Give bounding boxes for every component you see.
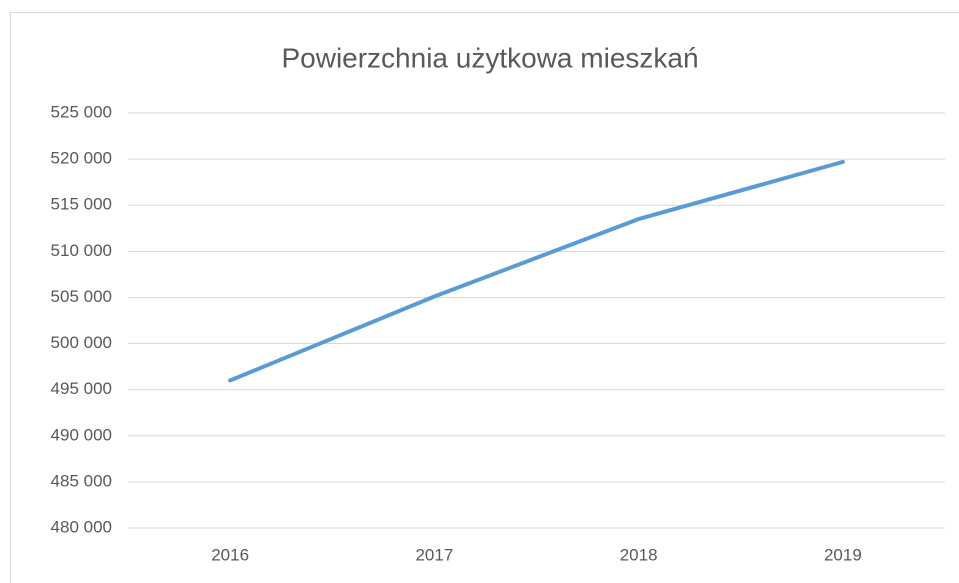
y-tick-label: 490 000 xyxy=(51,425,112,444)
y-tick-label: 505 000 xyxy=(51,287,112,306)
y-tick-label: 525 000 xyxy=(51,102,112,121)
chart-title: Powierzchnia użytkowa mieszkań xyxy=(281,42,698,73)
y-tick-label: 500 000 xyxy=(51,333,112,352)
y-tick-label: 515 000 xyxy=(51,195,112,214)
y-tick-label: 510 000 xyxy=(51,241,112,260)
y-tick-label: 480 000 xyxy=(51,517,112,536)
x-tick-label: 2016 xyxy=(211,545,249,564)
data-line xyxy=(228,159,845,383)
y-tick-label: 485 000 xyxy=(51,471,112,490)
y-tick-label: 520 000 xyxy=(51,149,112,168)
x-tick-label: 2019 xyxy=(824,545,862,564)
x-tick-label: 2018 xyxy=(620,545,658,564)
y-tick-label: 495 000 xyxy=(51,379,112,398)
x-tick-label: 2017 xyxy=(415,545,453,564)
